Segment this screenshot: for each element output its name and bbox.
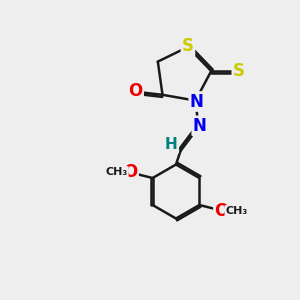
Text: O: O <box>214 202 229 220</box>
Text: N: N <box>190 92 204 110</box>
Text: CH₃: CH₃ <box>106 167 128 177</box>
Text: O: O <box>123 163 137 181</box>
Text: N: N <box>193 117 207 135</box>
Text: O: O <box>128 82 142 100</box>
Text: S: S <box>182 37 194 55</box>
Text: S: S <box>233 62 245 80</box>
Text: H: H <box>165 137 178 152</box>
Text: CH₃: CH₃ <box>226 206 248 216</box>
